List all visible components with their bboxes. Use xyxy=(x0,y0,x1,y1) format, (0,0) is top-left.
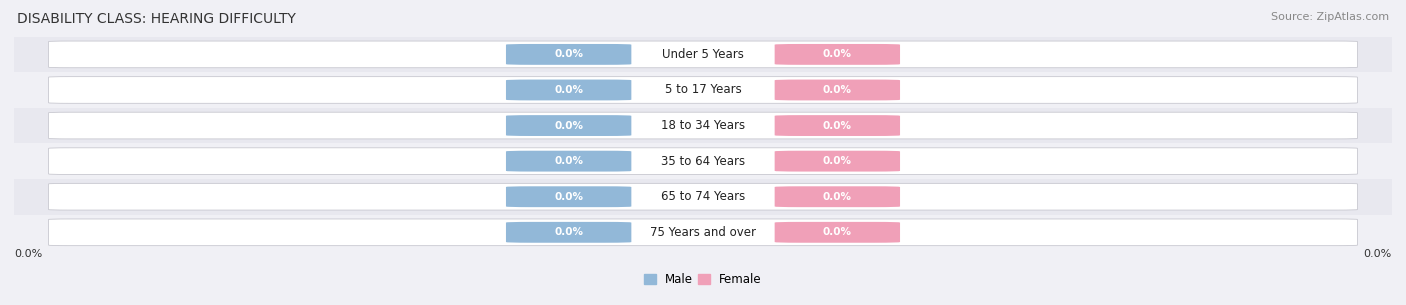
Text: Source: ZipAtlas.com: Source: ZipAtlas.com xyxy=(1271,12,1389,22)
Bar xyxy=(14,108,1392,143)
FancyBboxPatch shape xyxy=(506,44,631,65)
Text: 0.0%: 0.0% xyxy=(554,192,583,202)
Text: 0.0%: 0.0% xyxy=(554,49,583,59)
FancyBboxPatch shape xyxy=(775,115,900,136)
FancyBboxPatch shape xyxy=(506,115,631,136)
FancyBboxPatch shape xyxy=(48,77,1358,103)
FancyBboxPatch shape xyxy=(48,148,1358,174)
Text: 35 to 64 Years: 35 to 64 Years xyxy=(661,155,745,168)
Text: 0.0%: 0.0% xyxy=(823,120,852,131)
FancyBboxPatch shape xyxy=(775,151,900,172)
Text: 0.0%: 0.0% xyxy=(554,156,583,166)
FancyBboxPatch shape xyxy=(506,222,631,243)
Text: 0.0%: 0.0% xyxy=(823,156,852,166)
Bar xyxy=(14,72,1392,108)
Text: 0.0%: 0.0% xyxy=(14,249,42,259)
FancyBboxPatch shape xyxy=(506,80,631,100)
Text: 0.0%: 0.0% xyxy=(823,85,852,95)
Text: 0.0%: 0.0% xyxy=(554,85,583,95)
Text: 0.0%: 0.0% xyxy=(554,120,583,131)
FancyBboxPatch shape xyxy=(48,183,1358,210)
Text: 0.0%: 0.0% xyxy=(823,192,852,202)
Text: 65 to 74 Years: 65 to 74 Years xyxy=(661,190,745,203)
Legend: Male, Female: Male, Female xyxy=(640,269,766,291)
Text: DISABILITY CLASS: HEARING DIFFICULTY: DISABILITY CLASS: HEARING DIFFICULTY xyxy=(17,12,295,26)
FancyBboxPatch shape xyxy=(775,80,900,100)
Bar xyxy=(14,214,1392,250)
Bar xyxy=(14,143,1392,179)
Text: 18 to 34 Years: 18 to 34 Years xyxy=(661,119,745,132)
Text: 0.0%: 0.0% xyxy=(1364,249,1392,259)
FancyBboxPatch shape xyxy=(506,186,631,207)
Text: 75 Years and over: 75 Years and over xyxy=(650,226,756,239)
FancyBboxPatch shape xyxy=(48,219,1358,246)
Text: 5 to 17 Years: 5 to 17 Years xyxy=(665,84,741,96)
FancyBboxPatch shape xyxy=(48,112,1358,139)
Text: 0.0%: 0.0% xyxy=(554,227,583,237)
FancyBboxPatch shape xyxy=(775,222,900,243)
FancyBboxPatch shape xyxy=(506,151,631,172)
FancyBboxPatch shape xyxy=(775,44,900,65)
Bar xyxy=(14,179,1392,214)
Text: 0.0%: 0.0% xyxy=(823,227,852,237)
Bar xyxy=(14,37,1392,72)
Text: 0.0%: 0.0% xyxy=(823,49,852,59)
FancyBboxPatch shape xyxy=(48,41,1358,68)
Text: Under 5 Years: Under 5 Years xyxy=(662,48,744,61)
FancyBboxPatch shape xyxy=(775,186,900,207)
